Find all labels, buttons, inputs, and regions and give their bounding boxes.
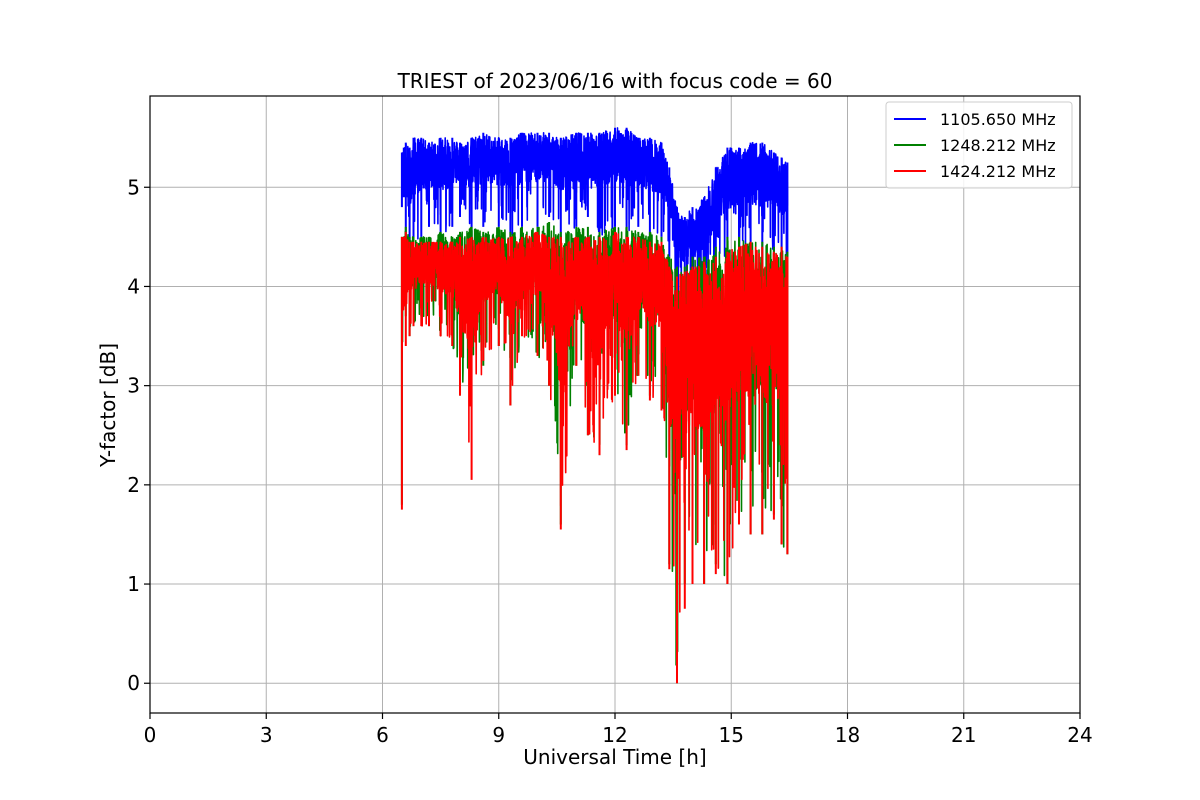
series-line: [401, 231, 789, 613]
x-tick-label: 3: [260, 723, 273, 747]
legend-entries: 1105.650 MHz 1248.212 MHz 1424.212 MHz: [894, 110, 1056, 181]
y-axis-label: Y-factor [dB]: [96, 343, 120, 468]
y-tick-label: 0: [127, 671, 140, 695]
x-tick-label: 9: [492, 723, 505, 747]
y-tick-label: 3: [127, 374, 140, 398]
y-tick-label: 1: [127, 572, 140, 596]
y-tick-label: 4: [127, 274, 140, 298]
x-tick-label: 12: [602, 723, 627, 747]
chart-title: TRIEST of 2023/06/16 with focus code = 6…: [397, 69, 833, 93]
x-tick-label: 18: [835, 723, 860, 747]
series-extremes: [400, 231, 789, 684]
series-line: [401, 127, 789, 314]
legend-box: [885, 101, 1073, 189]
x-tick-label: 21: [951, 723, 976, 747]
x-tick-label: 0: [144, 723, 157, 747]
legend-label: 1248.212 MHz: [940, 136, 1056, 155]
series-extremes: [400, 127, 789, 317]
y-tick-label: 5: [127, 175, 140, 199]
x-tick-label: 24: [1067, 723, 1092, 747]
legend-label: 1424.212 MHz: [940, 162, 1056, 181]
legend-label: 1105.650 MHz: [940, 110, 1056, 129]
x-tick-label: 15: [719, 723, 744, 747]
series-layer: [400, 127, 789, 684]
x-tick-label: 6: [376, 723, 389, 747]
y-tick-label: 2: [127, 473, 140, 497]
legend: 1105.650 MHz 1248.212 MHz 1424.212 MHz: [885, 101, 1073, 189]
x-axis-label: Universal Time [h]: [523, 745, 706, 769]
